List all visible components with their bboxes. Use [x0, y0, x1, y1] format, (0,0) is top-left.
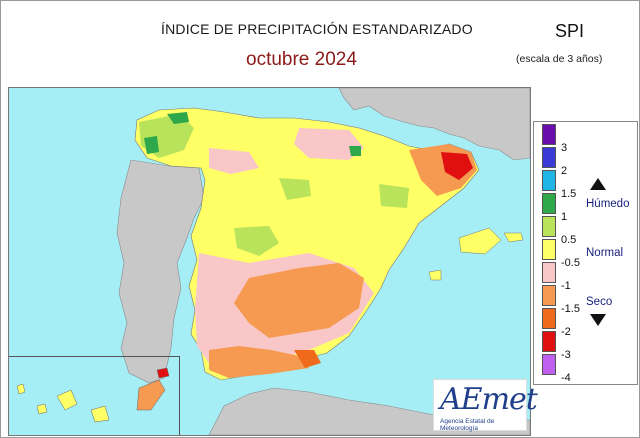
- legend-category-wet: Húmedo: [586, 198, 630, 210]
- index-name: SPI: [555, 21, 585, 41]
- canary-islands: [16, 367, 170, 423]
- legend-swatch-3-plus: [542, 124, 556, 145]
- legend-tick: 2: [561, 165, 568, 177]
- legend-swatch-normal: [542, 239, 556, 260]
- legend-category-normal: Normal: [586, 247, 624, 259]
- dry-arrow-icon: [590, 314, 606, 326]
- legend-swatch-0.5-1: [542, 216, 556, 237]
- legend-swatch-minus1: [542, 262, 556, 283]
- legend: 3 2 1.5 1 0.5 -0.5 -1 -1.5 -2 -3 -4 Húme…: [533, 121, 638, 385]
- legend-swatch-2-3: [542, 147, 556, 168]
- logo-caption: Agencia Estatal de Meteorología: [440, 418, 495, 432]
- legend-swatch-minus4: [542, 354, 556, 375]
- legend-tick: -0.5: [561, 257, 580, 269]
- france-land: [338, 88, 530, 161]
- balearic-islands: [428, 227, 524, 281]
- legend-tick: -3: [561, 349, 571, 361]
- legend-tick: -4: [561, 372, 571, 384]
- legend-swatch-1.5-2: [542, 170, 556, 191]
- legend-tick: 1: [561, 211, 568, 223]
- map-title: ÍNDICE DE PRECIPITACIÓN ESTANDARIZADO: [161, 21, 473, 37]
- map-period: octubre 2024: [246, 49, 357, 70]
- legend-category-dry: Seco: [586, 296, 613, 308]
- legend-swatch-minus3: [542, 331, 556, 352]
- wet-arrow-icon: [590, 178, 606, 190]
- aemet-logo: AEmet Agencia Estatal de Meteorología: [433, 379, 538, 432]
- dry-areas: [195, 128, 477, 378]
- canary-inset: [9, 356, 180, 435]
- legend-tick: 1.5: [561, 188, 577, 200]
- legend-tick: -2: [561, 326, 571, 338]
- legend-swatch-1-1.5: [542, 193, 556, 214]
- legend-tick: 0.5: [561, 234, 577, 246]
- legend-tick: -1.5: [561, 303, 580, 315]
- scale-note: (escala de 3 años): [516, 53, 603, 65]
- legend-tick: -1: [561, 280, 571, 292]
- legend-swatch-minus2: [542, 308, 556, 329]
- legend-tick: 3: [561, 142, 568, 154]
- legend-swatch-minus1.5: [542, 285, 556, 306]
- logo-wordmark: AEmet: [440, 382, 538, 417]
- portugal-land: [116, 159, 205, 384]
- wet-areas: [139, 112, 409, 256]
